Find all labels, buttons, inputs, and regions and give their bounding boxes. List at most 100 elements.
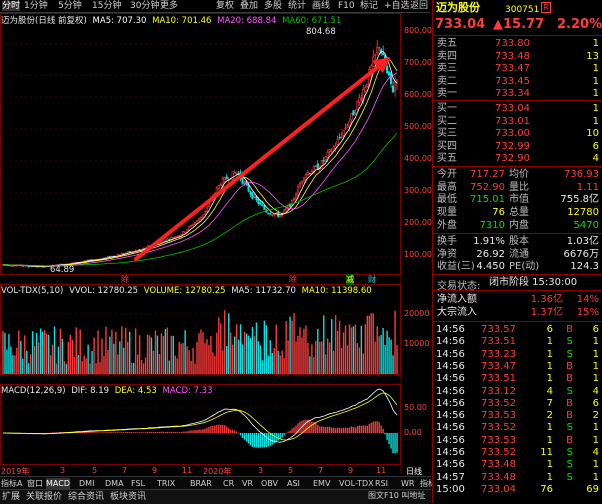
tab-more[interactable]: 更多	[160, 1, 179, 11]
sell-level-volume: 1	[592, 88, 599, 99]
vol-axis-10000: 10000	[404, 339, 430, 348]
stats-row: 收益(三) 4.450 PE(动) 124.3	[433, 261, 602, 273]
volume-panel-header: VOL-TDX(5,10) VVOL: 12780.25 VOLUME: 127…	[1, 286, 372, 296]
tab-1min[interactable]: 1分钟	[24, 1, 48, 11]
tab-sector-news[interactable]: 板块资讯	[110, 492, 147, 502]
ma10-value: MA10: 701.46	[152, 16, 212, 26]
event-mark-4[interactable]: 财	[368, 275, 376, 284]
btn-fuquan[interactable]: 复权	[216, 1, 235, 11]
btn-address[interactable]: 叫地址	[401, 491, 426, 500]
tick-count: 1	[592, 471, 599, 483]
macd-indicator-name[interactable]: MACD(12,26,9)	[1, 386, 66, 396]
flow-label: 大宗流入	[437, 307, 477, 318]
btn-f10-graphic[interactable]: 图文F10	[368, 491, 399, 500]
indicator-tab[interactable]: FSL	[131, 479, 145, 488]
indicator-tab[interactable]: OBV	[261, 479, 279, 488]
indicator-tab[interactable]: DMA	[105, 479, 124, 488]
indicator-tab[interactable]: 指标A	[1, 479, 23, 488]
event-mark-1[interactable]: 除	[121, 275, 129, 284]
event-mark-2[interactable]: 除	[289, 275, 297, 284]
tick-time: 14:56	[436, 348, 465, 360]
tick-price: 733.52	[481, 397, 516, 409]
sell-level-price: 733.34	[495, 88, 530, 99]
btn-overlay[interactable]: 叠加	[240, 1, 259, 11]
tick-time: 14:56	[436, 459, 465, 471]
btn-stats[interactable]: 统计	[288, 1, 307, 11]
tick-side: B	[566, 397, 573, 409]
tick-side: B	[566, 373, 573, 385]
btn-expand[interactable]: 扩展	[2, 492, 21, 502]
low-price-label: 64.89	[50, 265, 75, 275]
tick-price: 733.53	[481, 410, 516, 422]
buy-level-4: 买四 732.99 6	[433, 141, 602, 153]
tick-side: B	[566, 410, 573, 422]
tick-side: S	[566, 459, 573, 471]
indicator-tab[interactable]: WR	[401, 479, 415, 488]
btn-f10[interactable]: F10	[338, 1, 355, 11]
indicator-tab[interactable]: 窗口	[27, 479, 43, 488]
indicator-tab[interactable]: MACD	[46, 478, 70, 490]
tick-row: 14:56 733.52 1 S 1	[433, 422, 602, 434]
indicator-tab[interactable]: VR	[242, 479, 254, 488]
tick-price: 733.51	[481, 373, 516, 385]
tick-time: 14:56	[436, 336, 465, 348]
vol-indicator-name[interactable]: VOL-TDX(5,10)	[1, 286, 64, 296]
time-2019-3: 3	[60, 466, 66, 475]
sell-level-2: 卖二 733.45 1	[433, 76, 602, 88]
quote-panel: 迈为股份 300751 R 733.04 ▲15.77 2.20% 交易状态: …	[432, 0, 602, 503]
btn-back[interactable]: 返回	[410, 1, 429, 11]
tab-news[interactable]: 综合资讯	[68, 492, 105, 502]
macd-panel-header: MACD(12,26,9) DIF: 8.19 DEA: 4.53 MACD: …	[1, 386, 213, 396]
sell-level-5: 卖五 733.80 1	[433, 38, 602, 50]
tab-related-quotes[interactable]: 关联报价	[26, 492, 63, 502]
tick-row: 14:56 733.51 1 S 1	[433, 336, 602, 348]
btn-multi[interactable]: 多股	[264, 1, 283, 11]
indicator-tab[interactable]: EMV	[313, 479, 331, 488]
stat-value: 4.450	[476, 261, 505, 273]
indicator-tab[interactable]: BRAR	[190, 479, 212, 488]
buy-level-label: 买二	[437, 115, 457, 127]
tab-30min[interactable]: 30分钟	[130, 1, 160, 11]
sell-level-1: 卖一 733.34 1	[433, 88, 602, 100]
period-daily-label[interactable]: 日线	[406, 467, 422, 476]
price-panel-header: 迈为股份(日线 前复权) MA5: 707.30 MA10: 701.46 MA…	[1, 14, 341, 26]
tick-volume: 7	[546, 397, 553, 409]
indicator-tab[interactable]: TRIX	[157, 479, 176, 488]
tick-price: 733.53	[481, 434, 516, 446]
btn-add-watch[interactable]: +自选	[384, 1, 410, 11]
indicator-tab[interactable]: CR	[223, 479, 235, 488]
kline-chart[interactable]	[0, 13, 431, 474]
tick-row: 14:56 733.52 11 S 4	[433, 447, 602, 459]
indicator-tab[interactable]: DMI	[79, 479, 95, 488]
indicator-tab[interactable]: 指标B	[420, 479, 442, 488]
btn-mark[interactable]: 标记	[360, 1, 379, 11]
stat-label: 流通	[509, 248, 529, 260]
bottom-bar: 扩展 关联报价 综合资讯 板块资讯	[0, 489, 431, 504]
flow-value: 1.36亿	[530, 294, 563, 305]
tab-timeshare[interactable]: 分时	[2, 1, 21, 11]
stat-value: 1.11	[576, 181, 599, 193]
tab-15min[interactable]: 15分钟	[92, 1, 122, 11]
stat-label: 量比	[509, 181, 529, 193]
indicator-tab[interactable]: ASI	[287, 479, 300, 488]
tab-5min[interactable]: 5分钟	[58, 1, 82, 11]
bottom-right-buttons: 图文F10 叫地址	[368, 490, 425, 501]
stat-label: 外盘	[437, 219, 457, 231]
btn-draw[interactable]: 画线	[312, 1, 331, 11]
tick-volume: 4	[546, 385, 553, 397]
stat-value: 736.93	[564, 169, 599, 180]
event-mark-3[interactable]: 减	[346, 274, 354, 285]
trend-line-arrow[interactable]	[134, 57, 390, 261]
tick-row: 14:56 733.53 1 B 1	[433, 435, 602, 447]
tick-row: 14:56 733.12 4 S 4	[433, 386, 602, 398]
tick-volume: 6	[546, 324, 553, 335]
buy-level-volume: 1	[592, 115, 599, 127]
ma5-value: MA5: 707.30	[92, 16, 147, 26]
tick-price: 733.57	[481, 324, 516, 335]
indicator-tab[interactable]: RSI	[375, 479, 388, 488]
sell-level-volume: 1	[592, 63, 599, 74]
time-2020-5: 5	[288, 466, 294, 475]
indicator-tab[interactable]: VOL-TDX	[339, 479, 374, 488]
stat-label: 均价	[509, 169, 529, 180]
stats-row: 今开 717.27 均价 736.93	[433, 169, 602, 181]
